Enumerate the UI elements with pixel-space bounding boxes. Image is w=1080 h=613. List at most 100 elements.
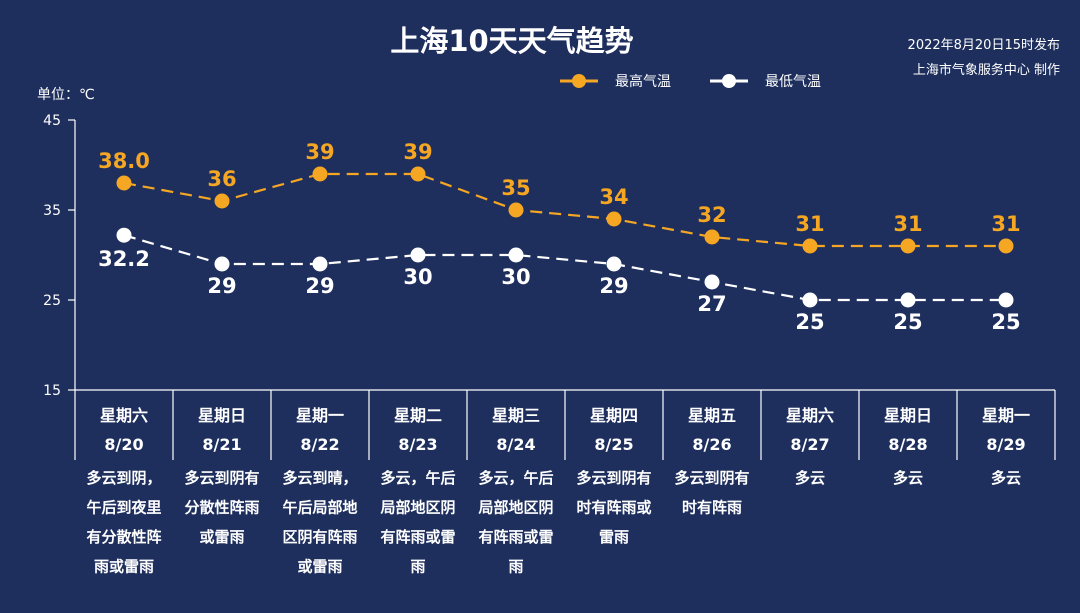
date-label: 8/22	[300, 435, 339, 454]
low-temp-value: 32.2	[98, 247, 150, 271]
weather-text-line: 午后到夜里	[86, 499, 161, 517]
weather-text-line: 多云，午后	[380, 469, 455, 487]
y-tick-label: 35	[43, 203, 61, 219]
date-grid: 星期六 8/20 星期日 8/21 星期一 8/22 星期二 8/23 星期三 8/24 星期四 8/…	[100, 390, 1056, 460]
high-temp-point	[900, 238, 916, 254]
high-temp-point	[508, 202, 524, 218]
high-temp-point	[802, 238, 818, 254]
high-temp-value: 31	[795, 212, 824, 236]
weekday-label: 星期日	[884, 406, 932, 425]
publish-time: 2022年8月20日15时发布	[908, 37, 1060, 53]
legend-high-marker	[572, 74, 586, 88]
weather-text-line: 有阵雨或雷	[380, 528, 455, 546]
weather-text-line: 雨或雷雨	[94, 558, 154, 576]
low-temp-point	[214, 256, 230, 272]
low-temp-value: 27	[697, 292, 726, 316]
legend-high-label: 最高气温	[615, 73, 671, 90]
low-temp-line	[123, 234, 1006, 302]
high-temp-point	[214, 193, 230, 209]
date-label: 8/25	[594, 435, 633, 454]
weekday-label: 星期三	[492, 406, 540, 425]
high-temp-value: 35	[501, 176, 530, 200]
chart-title: 上海10天天气趋势	[390, 24, 633, 58]
weather-text-line: 多云到阴有	[184, 469, 259, 487]
high-temp-point	[998, 238, 1014, 254]
low-temp-value: 30	[403, 265, 432, 289]
low-temp-point	[606, 256, 622, 272]
weekday-label: 星期一	[296, 406, 344, 425]
weather-text-line: 多云到晴，	[282, 469, 357, 487]
publisher: 上海市气象服务中心 制作	[913, 62, 1060, 78]
y-tick-label: 15	[43, 383, 61, 399]
weather-text-line: 多云	[991, 469, 1021, 487]
weather-text-line: 多云	[893, 469, 923, 487]
weather-text-line: 多云	[795, 469, 825, 487]
low-temp-value: 29	[207, 274, 236, 298]
weather-text-line: 或雷雨	[297, 558, 342, 576]
high-temp-line	[123, 172, 1006, 248]
weather-text-line: 多云到阴有	[674, 469, 749, 487]
date-label: 8/20	[104, 435, 143, 454]
weather-text-line: 有阵雨或雷	[478, 528, 553, 546]
weather-text-line: 或雷雨	[199, 528, 244, 546]
weekday-label: 星期四	[590, 406, 638, 425]
low-temp-value: 25	[893, 310, 922, 334]
weekday-label: 星期六	[786, 406, 834, 425]
high-temp-value: 32	[697, 203, 726, 227]
date-label: 8/23	[398, 435, 437, 454]
low-temp-point	[116, 227, 132, 243]
low-temp-value: 30	[501, 265, 530, 289]
date-label: 8/29	[986, 435, 1025, 454]
date-label: 8/24	[496, 435, 535, 454]
weather-text-line: 局部地区阴	[477, 499, 553, 517]
weather-text-line: 有分散性阵	[86, 528, 161, 546]
weather-text-line: 多云到阴，	[86, 469, 161, 487]
high-temp-value: 38.0	[98, 149, 150, 173]
y-tick-label: 25	[43, 293, 61, 309]
y-tick-label: 45	[43, 113, 61, 129]
legend-low-marker	[722, 74, 736, 88]
series-labels: 38.0 36 39 39 35 34 32 31 31 31 32.2 29 29 30 30 29 27 25…	[98, 140, 1021, 334]
date-label: 8/21	[202, 435, 241, 454]
weather-text-line: 区阴有阵雨	[282, 528, 357, 546]
low-temp-point	[312, 256, 328, 272]
high-temp-point	[606, 211, 622, 227]
low-temp-value: 29	[599, 274, 628, 298]
weather-text-line: 雨	[410, 558, 425, 576]
high-temp-point	[704, 229, 720, 245]
low-temp-value: 25	[991, 310, 1020, 334]
high-temp-point	[312, 166, 328, 182]
series-lines	[123, 172, 1006, 302]
weekday-label: 星期五	[688, 406, 736, 425]
low-temp-point	[410, 247, 426, 263]
high-temp-value: 31	[991, 212, 1020, 236]
high-temp-value: 31	[893, 212, 922, 236]
high-temp-value: 34	[599, 185, 628, 209]
high-temp-value: 36	[207, 167, 236, 191]
weekday-label: 星期一	[982, 406, 1030, 425]
legend: 最高气温 最低气温	[560, 73, 821, 90]
high-temp-value: 39	[305, 140, 334, 164]
weather-text-line: 局部地区阴	[379, 499, 455, 517]
weather-conditions: 多云到阴，午后到夜里有分散性阵雨或雷雨多云到阴有分散性阵雨或雷雨多云到晴，午后局…	[86, 469, 1021, 576]
low-temp-point	[508, 247, 524, 263]
high-temp-value: 39	[403, 140, 432, 164]
weather-text-line: 多云，午后	[478, 469, 553, 487]
date-label: 8/27	[790, 435, 829, 454]
low-temp-value: 29	[305, 274, 334, 298]
weekday-label: 星期六	[100, 406, 148, 425]
low-temp-value: 25	[795, 310, 824, 334]
date-label: 8/28	[888, 435, 927, 454]
date-label: 8/26	[692, 435, 731, 454]
low-temp-point	[900, 292, 916, 308]
weather-text-line: 雨	[508, 558, 523, 576]
weekday-label: 星期二	[394, 406, 442, 425]
weather-text-line: 分散性阵雨	[184, 499, 259, 517]
axes: 45 35 25 15	[43, 113, 1055, 460]
high-temp-point	[410, 166, 426, 182]
weather-text-line: 时有阵雨	[682, 499, 742, 517]
high-temp-point	[116, 175, 132, 191]
weather-text-line: 午后局部地	[282, 499, 357, 517]
weather-text-line: 时有阵雨或	[576, 499, 651, 517]
